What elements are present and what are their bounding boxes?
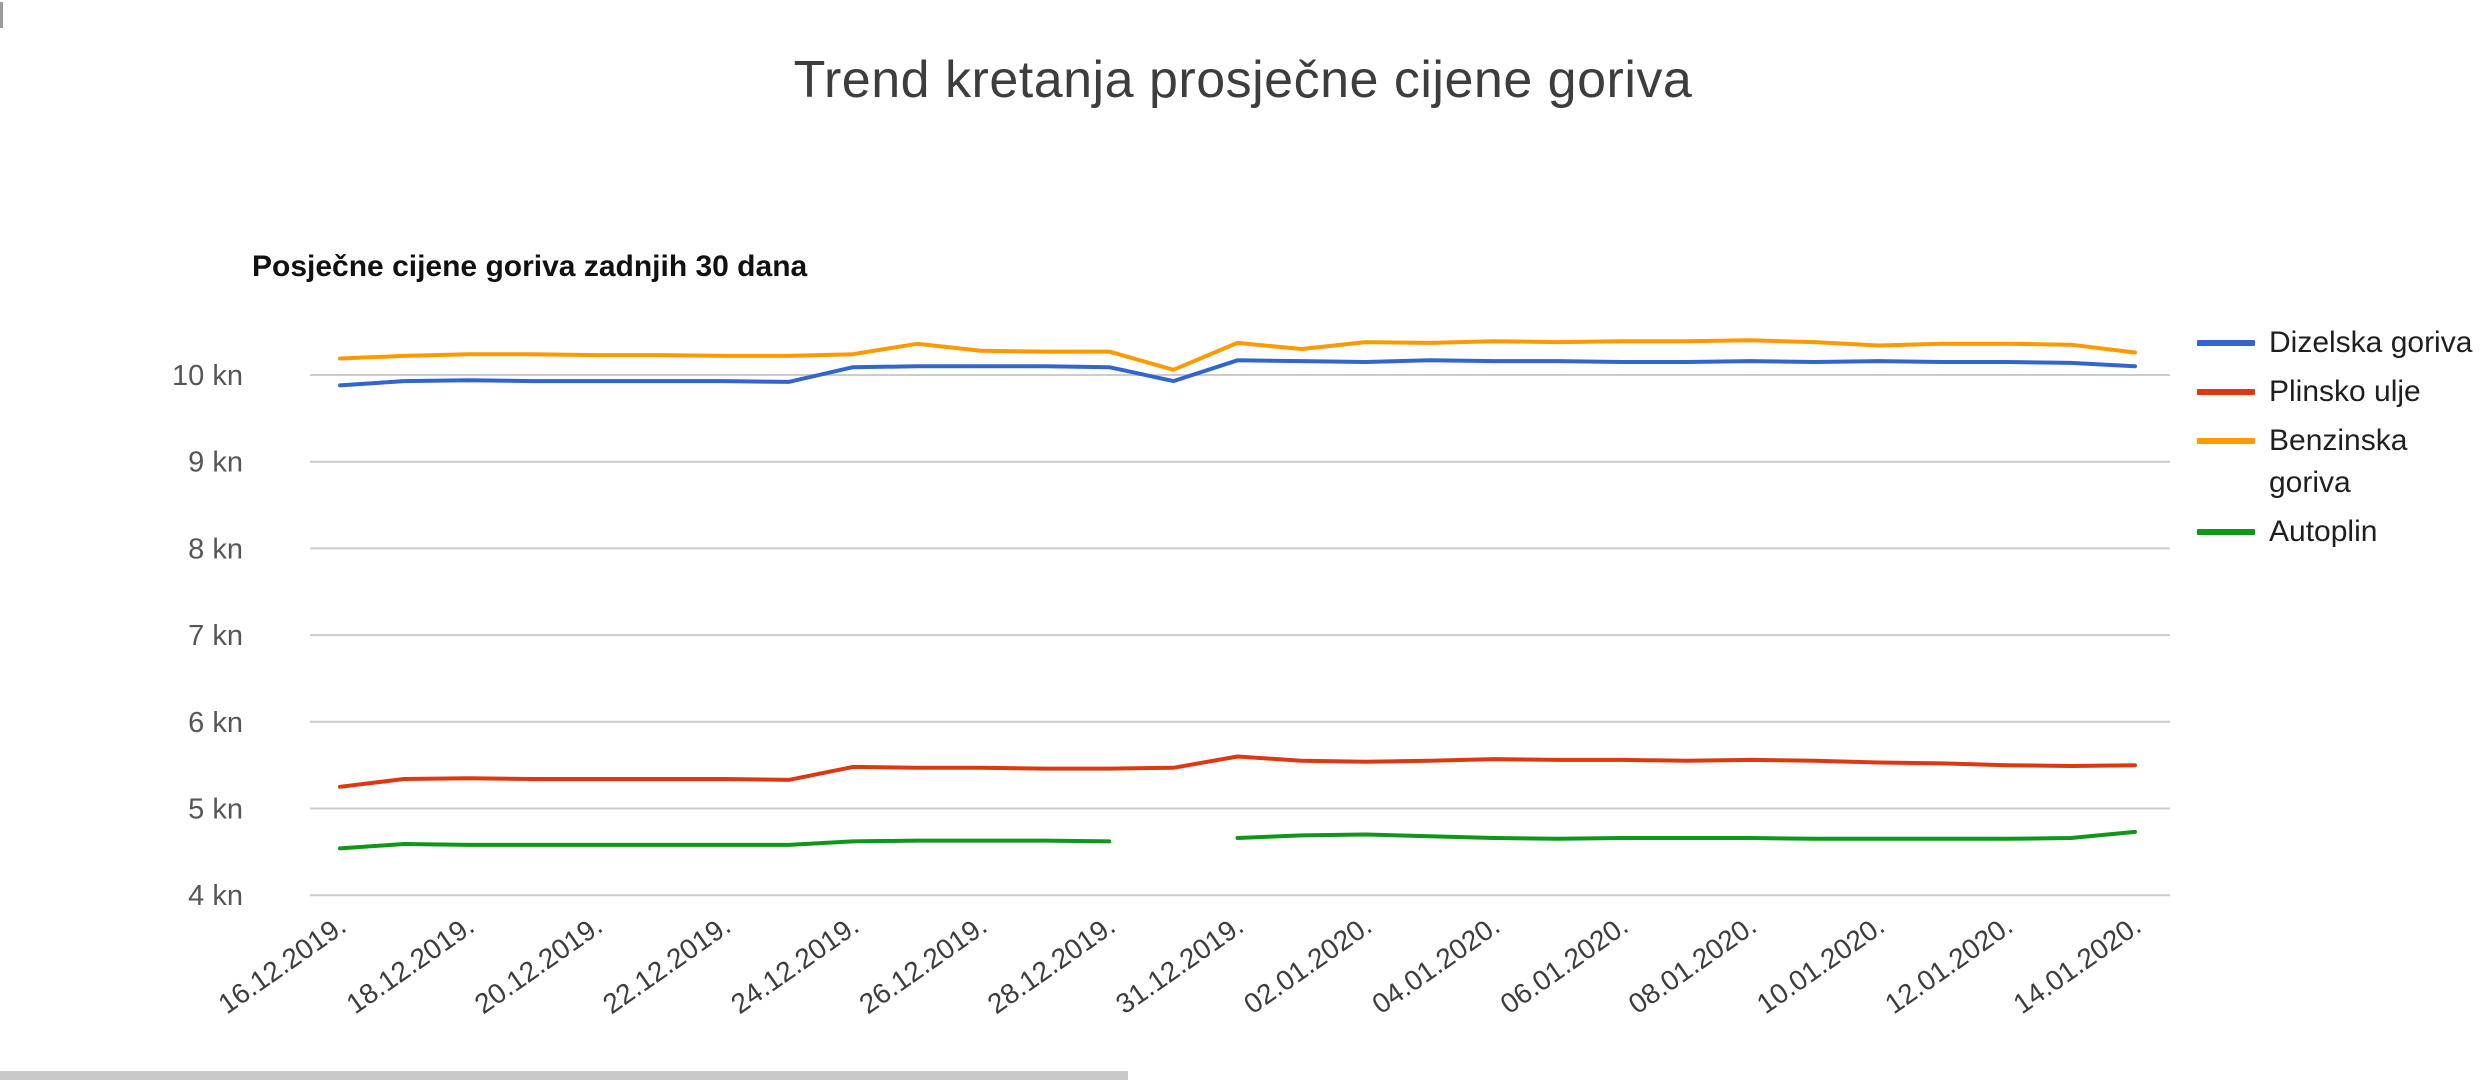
- series-lines: [338, 338, 2137, 851]
- x-tick-label: 14.01.2020.: [2007, 910, 2146, 1020]
- legend-item-autoplin: Autoplin: [2197, 511, 2486, 553]
- legend-label: Benzinska goriva: [2269, 424, 2408, 499]
- page-title: Trend kretanja prosječne cijene goriva: [793, 51, 1693, 109]
- x-tick-label: 04.01.2020.: [1366, 910, 1505, 1020]
- x-tick-label: 12.01.2020.: [1879, 910, 2018, 1020]
- y-tick-label: 4 kn: [188, 880, 243, 912]
- x-tick-label: 06.01.2020.: [1495, 910, 1634, 1020]
- legend-swatch-autoplin: [2197, 529, 2255, 535]
- series-line-autoplin: [338, 829, 2137, 851]
- legend-swatch-benzinska-goriva: [2197, 438, 2255, 444]
- y-tick-label: 6 kn: [188, 707, 243, 739]
- x-tick-label: 28.12.2019.: [982, 910, 1121, 1020]
- legend-label: Autoplin: [2269, 515, 2378, 548]
- series-line-dizelska-goriva: [338, 358, 2137, 388]
- chart-legend: Dizelska goriva Plinsko ulje Benzinska gor…: [2197, 322, 2486, 553]
- y-tick-label: 5 kn: [188, 794, 243, 826]
- legend-label: Plinsko ulje: [2269, 375, 2421, 408]
- x-tick-label: 26.12.2019.: [854, 910, 993, 1020]
- x-tick-label: 20.12.2019.: [469, 910, 608, 1020]
- y-tick-label: 10 kn: [172, 360, 243, 392]
- y-axis-labels: 10 kn 9 kn 8 kn 7 kn 6 kn 5 kn 4 kn: [172, 360, 243, 912]
- x-tick-label: 24.12.2019.: [725, 910, 864, 1020]
- gridlines: [310, 374, 2170, 897]
- series-line-benzinska-goriva: [338, 338, 2137, 372]
- x-tick-label: 22.12.2019.: [597, 910, 736, 1020]
- x-axis-labels: 16.12.2019.18.12.2019.20.12.2019.22.12.2…: [212, 910, 2146, 1020]
- x-tick-label: 08.01.2020.: [1623, 910, 1762, 1020]
- legend-swatch-plinsko-ulje: [2197, 389, 2255, 395]
- legend-label: Dizelska goriva: [2269, 326, 2473, 359]
- y-tick-label: 8 kn: [188, 533, 243, 565]
- y-tick-label: 9 kn: [188, 447, 243, 479]
- window-edge-artifact: [0, 2, 3, 28]
- y-tick-label: 7 kn: [188, 620, 243, 652]
- x-tick-label: 18.12.2019.: [341, 910, 480, 1020]
- legend-item-plinsko-ulje: Plinsko ulje: [2197, 371, 2486, 413]
- x-tick-label: 31.12.2019.: [1110, 910, 1249, 1020]
- x-tick-label: 10.01.2020.: [1751, 910, 1890, 1020]
- x-tick-label: 16.12.2019.: [212, 910, 351, 1020]
- legend-item-benzinska-goriva: Benzinska goriva: [2197, 420, 2486, 504]
- horizontal-scrollbar[interactable]: [0, 1071, 1128, 1080]
- chart-title: Posječne cijene goriva zadnjih 30 dana: [252, 250, 808, 283]
- legend-swatch-dizelska-goriva: [2197, 340, 2255, 346]
- legend-item-dizelska-goriva: Dizelska goriva: [2197, 322, 2486, 364]
- series-line-plinsko-ulje: [338, 754, 2137, 789]
- x-tick-label: 02.01.2020.: [1238, 910, 1377, 1020]
